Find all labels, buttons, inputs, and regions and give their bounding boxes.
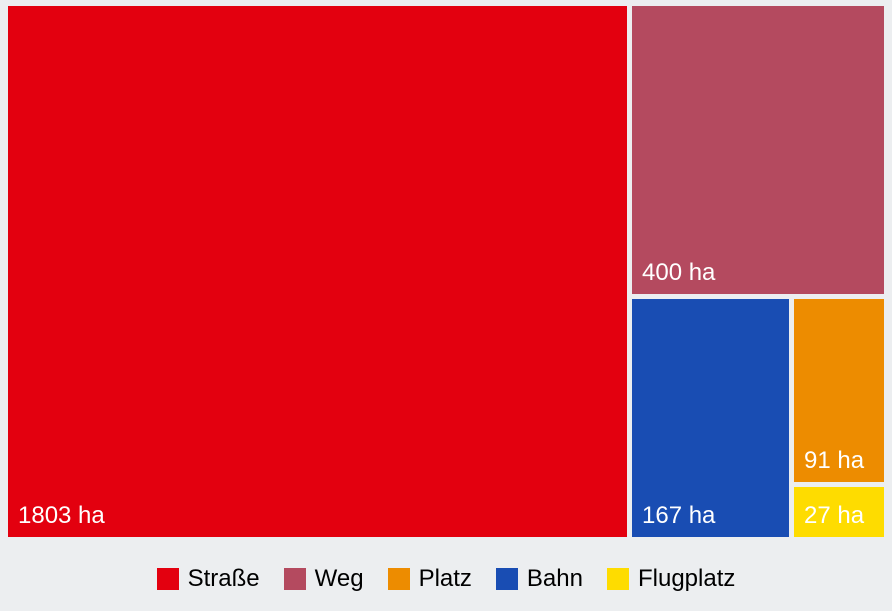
legend-strasse-swatch [157,568,179,590]
legend: Straße Weg Platz Bahn Flugplatz [0,565,892,595]
legend-weg-swatch [284,568,306,590]
legend-weg-label: Weg [315,565,364,593]
legend-strasse-label: Straße [188,565,260,593]
legend-flugplatz-label: Flugplatz [638,565,735,593]
legend-weg: Weg [284,565,364,593]
tile-flugplatz-label: 27 ha [804,503,864,529]
tile-strasse: 1803 ha [8,6,627,537]
legend-flugplatz: Flugplatz [607,565,735,593]
legend-strasse: Straße [157,565,260,593]
legend-platz: Platz [388,565,472,593]
legend-platz-label: Platz [419,565,472,593]
legend-platz-swatch [388,568,410,590]
legend-bahn-label: Bahn [527,565,583,593]
treemap-chart: 1803 ha 400 ha 167 ha 91 ha 27 ha Straße Weg Pl… [0,0,892,611]
tile-flugplatz: 27 ha [794,487,884,537]
tile-bahn-label: 167 ha [642,503,715,529]
tile-bahn: 167 ha [632,299,789,537]
legend-flugplatz-swatch [607,568,629,590]
legend-bahn-swatch [496,568,518,590]
tile-weg-label: 400 ha [642,260,715,286]
legend-bahn: Bahn [496,565,583,593]
tile-platz: 91 ha [794,299,884,482]
tile-strasse-label: 1803 ha [18,503,105,529]
tile-platz-label: 91 ha [804,448,864,474]
tile-weg: 400 ha [632,6,884,294]
